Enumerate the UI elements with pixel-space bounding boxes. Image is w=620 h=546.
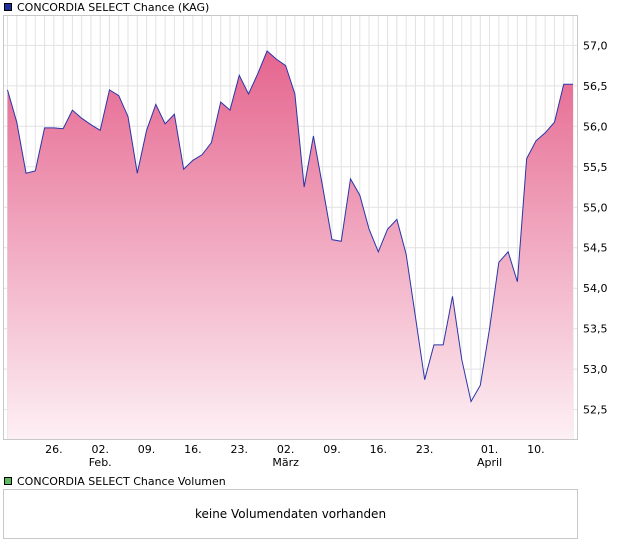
price-point: [303, 186, 305, 188]
price-point: [276, 58, 278, 60]
x-tick-label: 16.: [184, 443, 202, 456]
volume-legend-swatch: [4, 477, 12, 485]
price-point: [146, 130, 148, 132]
price-point: [433, 344, 435, 346]
x-month-label: März: [272, 456, 299, 469]
price-point: [442, 344, 444, 346]
price-point: [257, 73, 259, 75]
price-point: [350, 178, 352, 180]
price-point: [461, 359, 463, 361]
x-tick-label: 02.: [91, 443, 109, 456]
x-tick-label: 26.: [45, 443, 63, 456]
price-point: [16, 121, 18, 123]
price-point: [136, 172, 138, 174]
price-point: [368, 228, 370, 230]
price-point: [72, 109, 74, 111]
price-point: [164, 123, 166, 125]
price-point: [405, 253, 407, 255]
x-tick-label: 02.: [277, 443, 295, 456]
no-volume-message: keine Volumendaten vorhanden: [194, 507, 387, 521]
price-point: [507, 251, 509, 253]
price-point: [322, 186, 324, 188]
price-point: [526, 158, 528, 160]
price-point: [127, 116, 129, 118]
price-point: [211, 142, 213, 144]
y-tick-label: 56,5: [583, 80, 608, 93]
price-point: [266, 50, 268, 52]
x-tick-label: 09.: [323, 443, 341, 456]
price-point: [7, 89, 9, 91]
price-point: [109, 89, 111, 91]
volume-panel: keine Volumendaten vorhanden: [3, 489, 578, 539]
price-point: [183, 168, 185, 170]
price-point: [544, 132, 546, 134]
price-point: [331, 239, 333, 241]
price-point: [517, 281, 519, 283]
x-tick-label: 23.: [231, 443, 249, 456]
price-area: [7, 51, 573, 441]
price-legend-swatch: [4, 3, 12, 11]
price-point: [479, 385, 481, 387]
price-point: [424, 379, 426, 381]
x-month-label: April: [477, 456, 502, 469]
price-point: [192, 160, 194, 162]
price-chart: 52,5 53,0 53,5 54,0 54,5 55,0 55,5 56,0 56,5 57,0…: [3, 15, 608, 469]
x-tick-label: 01.: [481, 443, 499, 456]
x-tick-label: 23.: [416, 443, 434, 456]
y-tick-label: 54,5: [583, 242, 608, 255]
price-point: [470, 401, 472, 403]
y-tick-label: 53,5: [583, 323, 608, 336]
price-point: [415, 316, 417, 318]
price-point: [340, 240, 342, 242]
price-point: [535, 140, 537, 142]
price-point: [229, 109, 231, 111]
price-point: [554, 121, 556, 123]
price-point: [155, 104, 157, 106]
price-point: [174, 113, 176, 115]
price-point: [452, 296, 454, 298]
price-point: [62, 128, 64, 130]
price-point: [359, 194, 361, 196]
price-legend: CONCORDIA SELECT Chance (KAG): [4, 0, 209, 14]
price-point: [53, 127, 55, 129]
y-tick-label: 52,5: [583, 404, 608, 417]
x-tick-label: 16.: [370, 443, 388, 456]
y-tick-label: 56,0: [583, 120, 608, 133]
price-line: [7, 50, 573, 403]
price-point: [563, 83, 565, 85]
price-point: [313, 135, 315, 137]
y-tick-label: 53,0: [583, 363, 608, 376]
volume-legend-label: CONCORDIA SELECT Chance Volumen: [17, 474, 226, 488]
price-point: [201, 154, 203, 156]
volume-legend: CONCORDIA SELECT Chance Volumen: [4, 474, 226, 488]
price-point: [90, 124, 92, 126]
price-point: [99, 130, 101, 132]
plot-frame: [3, 15, 578, 440]
x-tick-label: 10.: [527, 443, 545, 456]
price-point: [572, 83, 574, 85]
price-point: [387, 228, 389, 230]
price-point: [35, 170, 37, 172]
price-point: [220, 101, 222, 103]
price-legend-label: CONCORDIA SELECT Chance (KAG): [17, 0, 210, 14]
y-tick-label: 55,5: [583, 161, 608, 174]
price-point: [44, 127, 46, 129]
x-tick-label: 09.: [138, 443, 156, 456]
price-point: [378, 251, 380, 253]
y-tick-label: 54,0: [583, 282, 608, 295]
price-point: [81, 117, 83, 119]
price-point: [489, 328, 491, 330]
price-point: [248, 93, 250, 95]
y-tick-label: 57,0: [583, 39, 608, 52]
price-point: [285, 65, 287, 67]
x-month-label: Feb.: [89, 456, 112, 469]
y-tick-label: 55,0: [583, 201, 608, 214]
price-point: [294, 93, 296, 95]
price-point: [118, 95, 120, 97]
price-point: [396, 219, 398, 221]
price-point: [498, 262, 500, 264]
price-point: [25, 172, 27, 174]
price-point: [238, 75, 240, 77]
